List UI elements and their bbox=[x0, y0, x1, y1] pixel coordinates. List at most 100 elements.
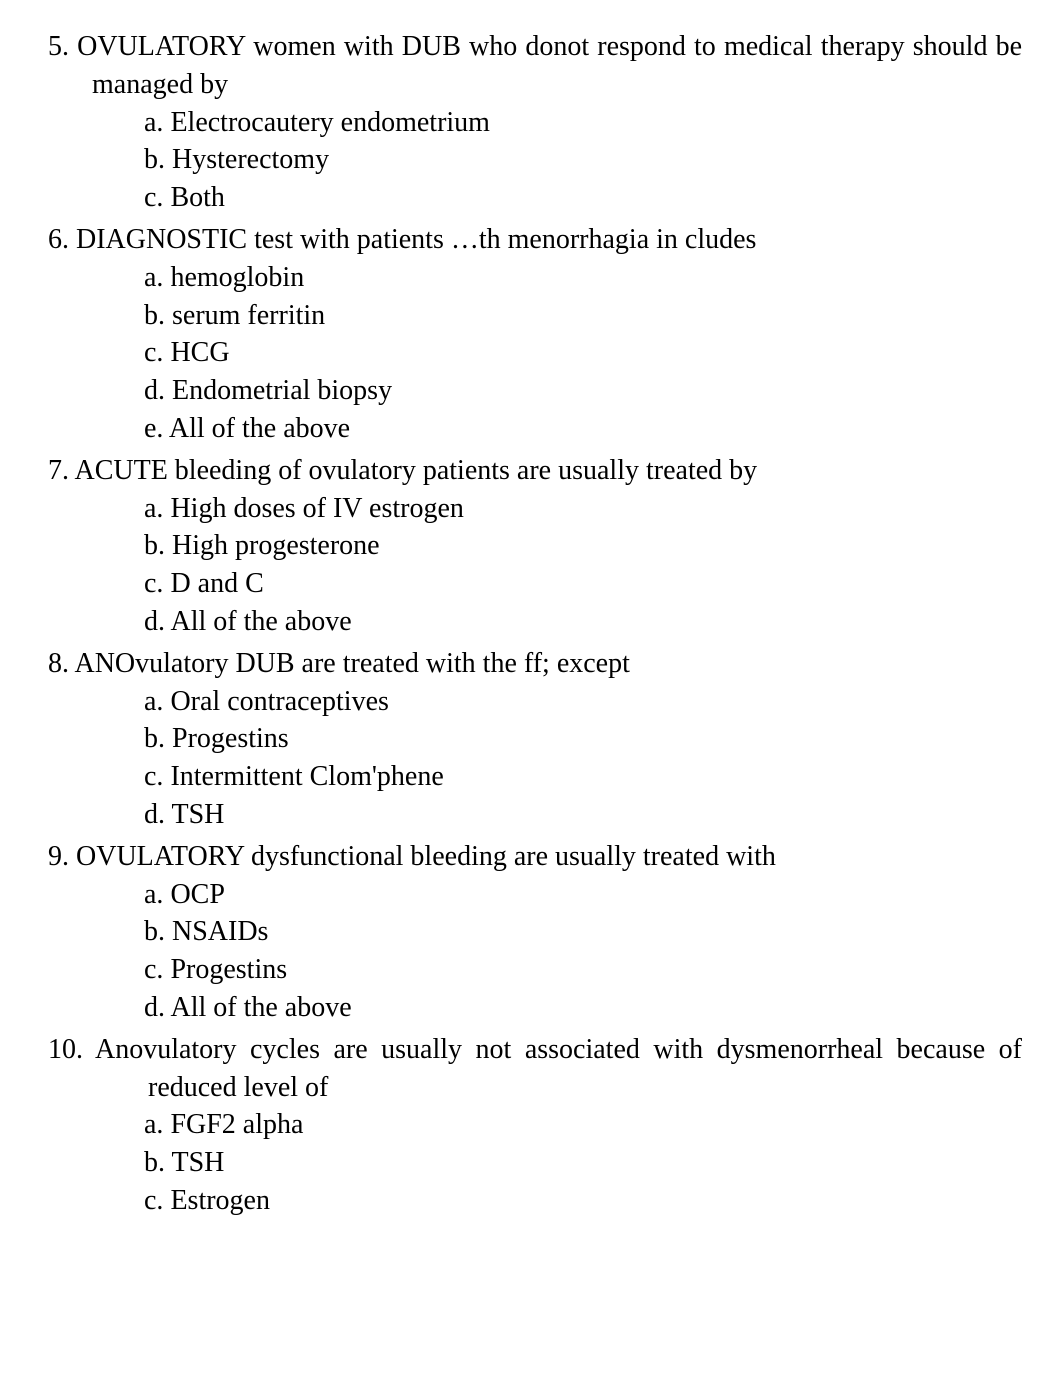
option-text: High progesterone bbox=[172, 530, 380, 561]
options-list: a. High doses of IV estrogenb. High prog… bbox=[48, 490, 1022, 641]
option-text: NSAIDs bbox=[172, 916, 268, 947]
option-letter: a. bbox=[144, 879, 163, 910]
option-letter: a. bbox=[144, 686, 163, 717]
option: a. FGF2 alpha bbox=[144, 1106, 1022, 1144]
option-text: serum ferritin bbox=[172, 300, 325, 331]
question-text: 7. ACUTE bleeding of ovulatory patients … bbox=[48, 452, 1022, 490]
option: a. hemoglobin bbox=[144, 259, 1022, 297]
option-letter: b. bbox=[144, 530, 165, 561]
option: d. TSH bbox=[144, 796, 1022, 834]
option-text: TSH bbox=[172, 799, 225, 830]
option: d. All of the above bbox=[144, 603, 1022, 641]
option-text: Intermittent Clom'phene bbox=[170, 761, 443, 792]
option: b. Progestins bbox=[144, 720, 1022, 758]
option-text: Progestins bbox=[172, 723, 289, 754]
option-text: TSH bbox=[172, 1147, 225, 1178]
option-letter: b. bbox=[144, 916, 165, 947]
question: 7. ACUTE bleeding of ovulatory patients … bbox=[48, 452, 1022, 641]
option: a. High doses of IV estrogen bbox=[144, 490, 1022, 528]
option-text: Electrocautery endometrium bbox=[170, 107, 490, 138]
option: e. All of the above bbox=[144, 410, 1022, 448]
option-letter: c. bbox=[144, 954, 163, 985]
option-text: All of the above bbox=[170, 992, 351, 1023]
option-text: hemoglobin bbox=[170, 262, 304, 293]
option-text: Estrogen bbox=[170, 1185, 270, 1216]
option-text: Oral contraceptives bbox=[170, 686, 388, 717]
option-letter: d. bbox=[144, 606, 165, 637]
question-number: 8. bbox=[48, 648, 69, 679]
question-number: 6. bbox=[48, 224, 69, 255]
question-text: 10. Anovulatory cycles are usually not a… bbox=[48, 1031, 1022, 1107]
option-letter: b. bbox=[144, 723, 165, 754]
question: 10. Anovulatory cycles are usually not a… bbox=[48, 1031, 1022, 1220]
question: 9. OVULATORY dysfunctional bleeding are … bbox=[48, 838, 1022, 1027]
question-body: ANOvulatory DUB are treated with the ff;… bbox=[74, 648, 629, 679]
option-letter: c. bbox=[144, 568, 163, 599]
question-body: ACUTE bleeding of ovulatory patients are… bbox=[74, 455, 757, 486]
option: b. High progesterone bbox=[144, 527, 1022, 565]
option-text: FGF2 alpha bbox=[170, 1109, 303, 1140]
option: c. Intermittent Clom'phene bbox=[144, 758, 1022, 796]
option-letter: a. bbox=[144, 262, 163, 293]
option-letter: b. bbox=[144, 1147, 165, 1178]
option-text: Endometrial biopsy bbox=[172, 375, 392, 406]
options-list: a. hemoglobinb. serum ferritinc. HCGd. E… bbox=[48, 259, 1022, 448]
option-letter: c. bbox=[144, 337, 163, 368]
option-letter: a. bbox=[144, 493, 163, 524]
question-text: 5. OVULATORY women with DUB who donot re… bbox=[48, 28, 1022, 104]
options-list: a. Oral contraceptivesb. Progestinsc. In… bbox=[48, 683, 1022, 834]
option: b. NSAIDs bbox=[144, 913, 1022, 951]
question-body: Anovulatory cycles are usually not assoc… bbox=[95, 1034, 1022, 1103]
option-text: Both bbox=[170, 182, 224, 213]
option-letter: d. bbox=[144, 799, 165, 830]
question: 6. DIAGNOSTIC test with patients …th men… bbox=[48, 221, 1022, 448]
question: 5. OVULATORY women with DUB who donot re… bbox=[48, 28, 1022, 217]
question-body: OVULATORY dysfunctional bleeding are usu… bbox=[76, 841, 776, 872]
option: c. Estrogen bbox=[144, 1182, 1022, 1220]
option-text: Progestins bbox=[170, 954, 287, 985]
option-text: HCG bbox=[170, 337, 229, 368]
question-number: 10. bbox=[48, 1034, 83, 1065]
option-text: All of the above bbox=[170, 606, 351, 637]
question-number: 5. bbox=[48, 31, 69, 62]
options-list: a. OCPb. NSAIDsc. Progestinsd. All of th… bbox=[48, 876, 1022, 1027]
option: d. Endometrial biopsy bbox=[144, 372, 1022, 410]
option-text: High doses of IV estrogen bbox=[170, 493, 463, 524]
option: a. Electrocautery endometrium bbox=[144, 104, 1022, 142]
question-number: 7. bbox=[48, 455, 69, 486]
option-letter: d. bbox=[144, 375, 165, 406]
option-text: OCP bbox=[170, 879, 224, 910]
option: b. Hysterectomy bbox=[144, 141, 1022, 179]
question-text: 8. ANOvulatory DUB are treated with the … bbox=[48, 645, 1022, 683]
option-letter: e. bbox=[144, 413, 163, 444]
question-text: 6. DIAGNOSTIC test with patients …th men… bbox=[48, 221, 1022, 259]
option-letter: c. bbox=[144, 761, 163, 792]
option-letter: b. bbox=[144, 144, 165, 175]
option-text: All of the above bbox=[169, 413, 350, 444]
option-letter: d. bbox=[144, 992, 165, 1023]
question-body: DIAGNOSTIC test with patients …th menorr… bbox=[76, 224, 756, 255]
option-letter: a. bbox=[144, 1109, 163, 1140]
options-list: a. Electrocautery endometriumb. Hysterec… bbox=[48, 104, 1022, 217]
option-text: Hysterectomy bbox=[172, 144, 329, 175]
question-text: 9. OVULATORY dysfunctional bleeding are … bbox=[48, 838, 1022, 876]
option: c. Progestins bbox=[144, 951, 1022, 989]
option-letter: c. bbox=[144, 182, 163, 213]
option: c. HCG bbox=[144, 334, 1022, 372]
option: c. D and C bbox=[144, 565, 1022, 603]
option-letter: b. bbox=[144, 300, 165, 331]
option-letter: a. bbox=[144, 107, 163, 138]
option: a. Oral contraceptives bbox=[144, 683, 1022, 721]
option: b. TSH bbox=[144, 1144, 1022, 1182]
option-text: D and C bbox=[170, 568, 263, 599]
option: d. All of the above bbox=[144, 989, 1022, 1027]
document-content: 5. OVULATORY women with DUB who donot re… bbox=[48, 28, 1022, 1220]
question-number: 9. bbox=[48, 841, 69, 872]
question-body: OVULATORY women with DUB who donot respo… bbox=[77, 31, 1022, 100]
option: a. OCP bbox=[144, 876, 1022, 914]
option: b. serum ferritin bbox=[144, 297, 1022, 335]
question: 8. ANOvulatory DUB are treated with the … bbox=[48, 645, 1022, 834]
options-list: a. FGF2 alphab. TSHc. Estrogen bbox=[48, 1106, 1022, 1219]
option: c. Both bbox=[144, 179, 1022, 217]
option-letter: c. bbox=[144, 1185, 163, 1216]
